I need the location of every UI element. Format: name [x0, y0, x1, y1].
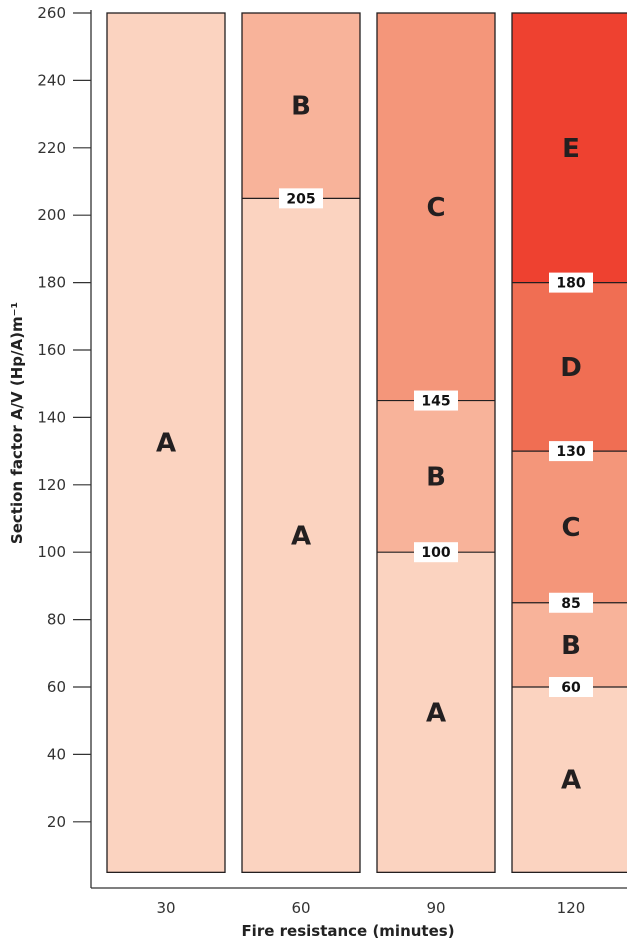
- segment-90-C: [377, 13, 495, 401]
- boundary-label-120-85: 85: [561, 596, 580, 612]
- x-tick-label-60: 60: [291, 899, 310, 917]
- segment-label-120-A: A: [561, 766, 581, 796]
- y-tick-label-60: 60: [47, 678, 66, 696]
- y-tick-label-160: 160: [37, 341, 66, 359]
- segment-label-90-C: C: [426, 193, 445, 223]
- axes-layer: [90, 10, 627, 889]
- boundary-label-box-120-180: [549, 272, 593, 293]
- y-tick-label-20: 20: [47, 813, 66, 831]
- column-60: A B 205: [241, 12, 361, 873]
- bars-layer: A A B 205 A B C 100 145 A B C D E 60 85 130 180: [106, 12, 627, 873]
- boundary-label-120-130: 130: [556, 444, 585, 460]
- boundary-label-90-145: 145: [421, 394, 450, 410]
- y-tick-label-80: 80: [47, 611, 66, 629]
- x-tick-label-90: 90: [426, 899, 445, 917]
- segment-label-60-A: A: [291, 521, 311, 551]
- segment-90-B: [377, 400, 495, 553]
- column-outline-90: [376, 12, 496, 873]
- segment-90-A: [377, 552, 495, 873]
- segment-label-90-B: B: [426, 462, 446, 492]
- segment-60-A: [242, 198, 360, 873]
- boundary-label-120-180: 180: [556, 276, 585, 292]
- x-ticks: 30 60 90 120: [156, 899, 585, 917]
- boundary-label-box-60-205: [279, 188, 323, 209]
- y-tick-label-120: 120: [37, 476, 66, 494]
- y-axis-title: Section factor A/V (Hp/A)m⁻¹: [8, 302, 26, 544]
- column-outline-30: [106, 12, 226, 873]
- column-30: A: [106, 12, 226, 873]
- segment-30-A: [107, 13, 225, 873]
- boundary-label-box-120-60: [549, 677, 593, 697]
- y-tick-label-140: 140: [37, 408, 66, 426]
- segment-120-C: [512, 451, 627, 603]
- y-tick-label-260: 260: [37, 4, 66, 22]
- boundary-label-90-100: 100: [421, 545, 450, 561]
- segment-60-B: [242, 13, 360, 199]
- boundary-label-box-120-130: [549, 441, 593, 462]
- y-tick-label-200: 200: [37, 206, 66, 224]
- segment-120-E: [512, 13, 627, 283]
- y-tick-label-180: 180: [37, 274, 66, 292]
- column-outline-120: [511, 12, 627, 873]
- column-120: A B C D E 60 85 130 180: [511, 12, 627, 873]
- x-axis-title: Fire resistance (minutes): [241, 922, 454, 940]
- boundary-label-box-120-85: [549, 592, 593, 613]
- x-tick-label-30: 30: [156, 899, 175, 917]
- column-outline-60: [241, 12, 361, 873]
- y-tick-label-40: 40: [47, 745, 66, 763]
- segment-label-120-C: C: [561, 513, 580, 543]
- y-tick-label-100: 100: [37, 543, 66, 561]
- segment-label-30-A: A: [156, 429, 176, 459]
- segment-120-A: [512, 687, 627, 873]
- boundary-label-box-90-145: [414, 390, 458, 411]
- segment-label-120-E: E: [562, 134, 580, 164]
- x-tick-label-120: 120: [557, 899, 586, 917]
- column-90: A B C 100 145: [376, 12, 496, 873]
- boundary-label-box-90-100: [414, 542, 458, 563]
- y-tick-label-220: 220: [37, 139, 66, 157]
- segment-label-120-B: B: [561, 631, 581, 661]
- segment-label-120-D: D: [560, 353, 582, 383]
- boundary-label-120-60: 60: [561, 680, 581, 696]
- segment-120-D: [512, 282, 627, 452]
- segment-label-90-A: A: [426, 698, 446, 728]
- y-tick-label-240: 240: [37, 71, 66, 89]
- segment-120-B: [512, 602, 627, 687]
- segment-label-60-B: B: [291, 92, 311, 122]
- boundary-label-60-205: 205: [286, 191, 315, 207]
- y-ticks: 20 40 60 80 100 120 140 160 180 200 220 240 260: [37, 4, 91, 831]
